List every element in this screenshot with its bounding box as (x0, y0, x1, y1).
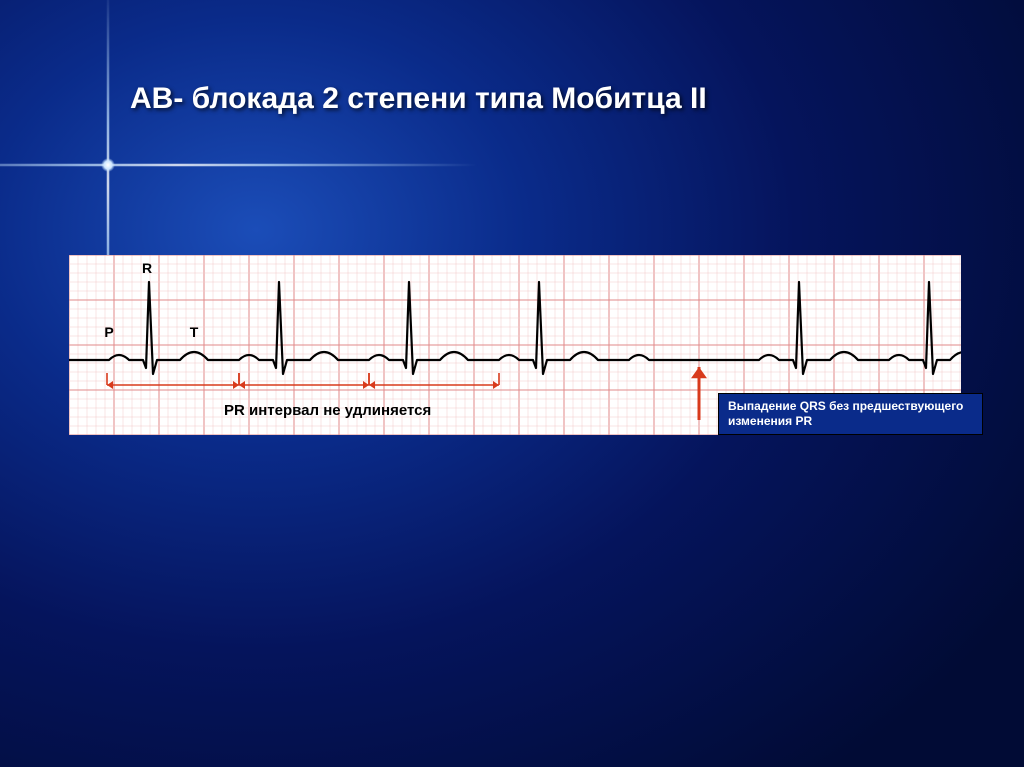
svg-text:P: P (104, 324, 113, 340)
svg-text:T: T (190, 324, 199, 340)
slide-title: АВ- блокада 2 степени типа Мобитца II (130, 82, 707, 116)
svg-text:PR интервал не удлиняется: PR интервал не удлиняется (224, 402, 431, 419)
svg-text:R: R (142, 260, 152, 276)
slide-background: АВ- блокада 2 степени типа Мобитца II PR… (0, 0, 1024, 767)
lens-flare-decoration (78, 135, 138, 195)
annotation-dropped-qrs: Выпадение QRS без предшествующего измене… (718, 393, 983, 435)
